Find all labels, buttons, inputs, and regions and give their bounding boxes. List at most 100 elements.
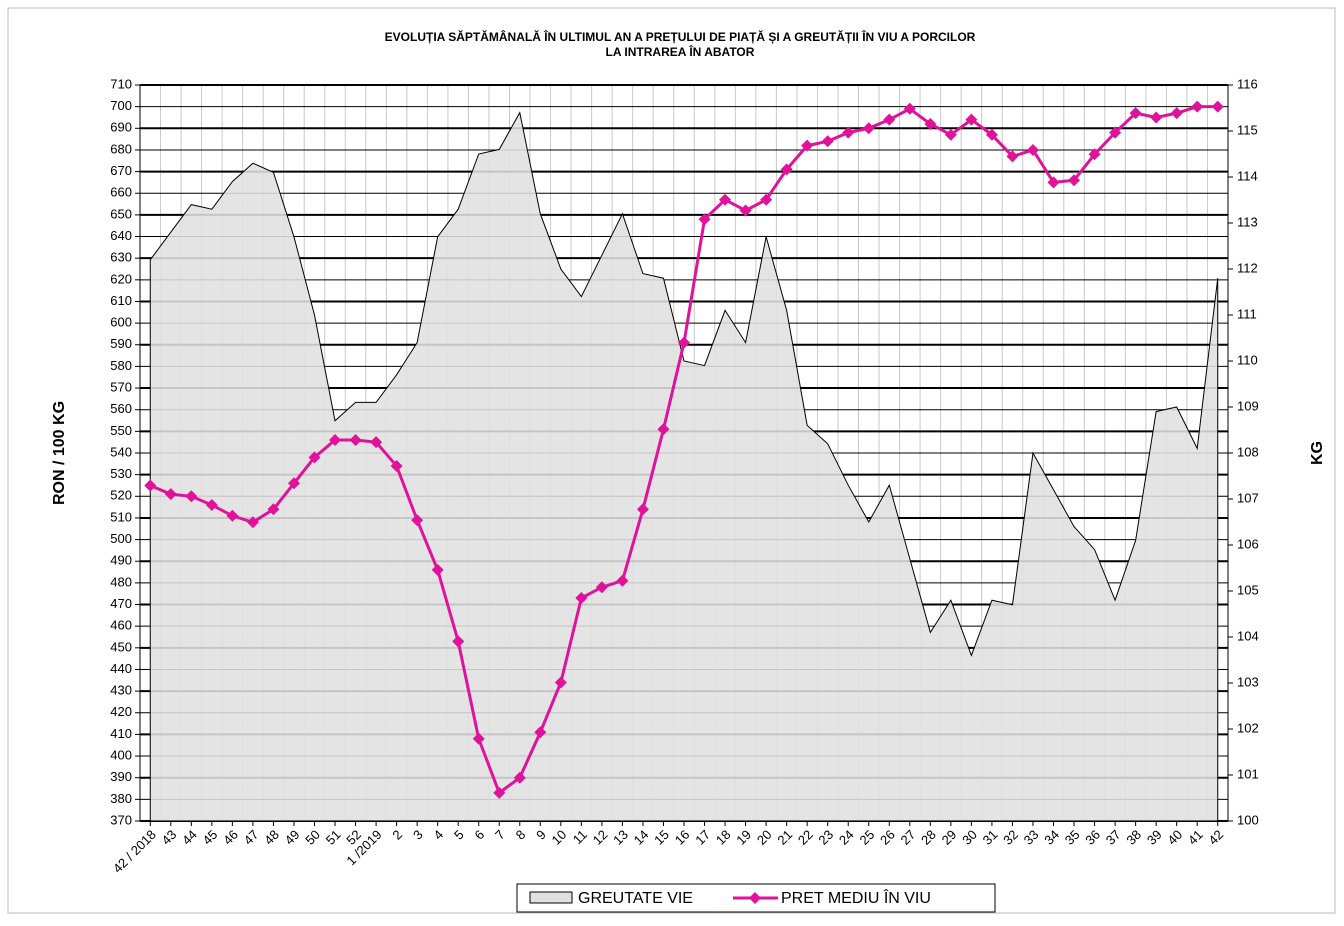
marker — [698, 213, 711, 226]
y-tick-label: 380 — [110, 791, 132, 806]
y-tick-label: 680 — [110, 141, 132, 156]
marker — [883, 113, 896, 126]
y-tick-label: 710 — [110, 76, 132, 91]
y2-tick-label: 105 — [1237, 582, 1259, 597]
y2-tick-label: 114 — [1237, 168, 1258, 183]
y2-tick-label: 115 — [1237, 122, 1258, 137]
marker — [390, 459, 403, 472]
legend: GREUTATE VIE PRET MEDIU ÎN VIU — [516, 883, 996, 913]
chart-title: EVOLUȚIA SĂPTĂMÂNALĂ ÎN ULTIMUL AN A PRE… — [385, 29, 976, 44]
marker — [719, 193, 732, 206]
legend-label: GREUTATE VIE — [578, 890, 693, 907]
marker — [554, 676, 567, 689]
area — [149, 111, 1219, 822]
marker — [226, 509, 239, 522]
y-tick-label: 450 — [110, 639, 132, 654]
marker — [205, 498, 218, 511]
marker — [985, 128, 998, 141]
y2-tick-label: 104 — [1237, 628, 1259, 643]
marker — [185, 490, 198, 503]
marker — [1088, 148, 1101, 161]
marker — [1129, 107, 1142, 120]
marker — [575, 592, 588, 605]
marker — [965, 113, 978, 126]
marker — [760, 193, 773, 206]
marker — [411, 514, 424, 527]
y2-tick-label: 112 — [1237, 260, 1258, 275]
legend-marker — [748, 892, 761, 904]
y2-tick-label: 107 — [1237, 490, 1259, 505]
y-tick-label: 500 — [110, 531, 132, 546]
y2-tick-label: 108 — [1237, 444, 1259, 459]
y-tick-label: 420 — [110, 704, 132, 719]
y-tick-label: 600 — [110, 315, 132, 330]
marker — [493, 786, 506, 799]
marker — [1150, 111, 1163, 124]
y-tick-label: 650 — [110, 206, 132, 221]
marker — [534, 726, 547, 739]
y-tick-label: 390 — [110, 769, 132, 784]
marker — [452, 635, 465, 648]
marker — [144, 479, 157, 492]
marker — [636, 503, 649, 516]
y2-axis-label: KG — [1309, 441, 1326, 465]
y-tick-label: 470 — [110, 596, 132, 611]
marker — [862, 122, 875, 135]
y-tick-label: 490 — [110, 553, 132, 568]
marker — [842, 126, 855, 139]
y-tick-label: 410 — [110, 726, 132, 741]
y-tick-label: 590 — [110, 336, 132, 351]
y2-tick-label: 109 — [1237, 398, 1259, 413]
y2-tick-label: 100 — [1237, 812, 1259, 827]
marker — [1109, 126, 1122, 139]
marker — [1191, 100, 1204, 113]
marker — [164, 488, 177, 501]
marker — [657, 423, 670, 436]
marker — [349, 434, 362, 447]
y-tick-label: 510 — [110, 509, 132, 524]
marker — [246, 516, 259, 529]
marker — [903, 102, 916, 115]
legend-label: PRET MEDIU ÎN VIU — [781, 888, 931, 907]
marker — [472, 732, 485, 745]
y-tick-label: 480 — [110, 574, 132, 589]
y-tick-label: 580 — [110, 358, 132, 373]
y-tick-label: 370 — [110, 812, 132, 827]
marker — [370, 436, 383, 449]
chart-title: LA INTRAREA ÎN ABATOR — [606, 44, 755, 59]
y2-tick-label: 103 — [1237, 674, 1259, 689]
y2-tick-label: 113 — [1237, 214, 1258, 229]
y-tick-label: 700 — [110, 98, 132, 113]
marker — [308, 451, 321, 464]
y-tick-label: 630 — [110, 250, 132, 265]
y-tick-label: 670 — [110, 163, 132, 178]
y2-tick-label: 106 — [1237, 536, 1259, 551]
marker — [595, 581, 608, 594]
y2-tick-label: 101 — [1237, 766, 1259, 781]
y-tick-label: 560 — [110, 401, 132, 416]
marker — [1047, 176, 1060, 189]
marker — [287, 477, 300, 490]
marker — [267, 503, 280, 516]
marker — [1211, 100, 1224, 113]
marker — [678, 336, 690, 349]
y2-tick-label: 116 — [1237, 76, 1258, 91]
marker — [513, 771, 526, 784]
y-tick-label: 570 — [110, 379, 132, 394]
marker — [616, 574, 629, 587]
y-tick-label: 520 — [110, 488, 132, 503]
marker — [801, 139, 814, 152]
marker — [1170, 107, 1183, 120]
y-tick-label: 610 — [110, 293, 132, 308]
y-axis-label: RON / 100 KG — [51, 401, 68, 505]
marker — [1026, 143, 1039, 156]
y-tick-label: 660 — [110, 185, 132, 200]
marker — [431, 563, 444, 576]
legend-swatch — [529, 891, 573, 904]
y-tick-label: 400 — [110, 747, 132, 762]
y-tick-label: 620 — [110, 271, 132, 286]
marker — [821, 135, 834, 148]
y-tick-label: 690 — [110, 120, 132, 135]
y-tick-label: 440 — [110, 661, 132, 676]
